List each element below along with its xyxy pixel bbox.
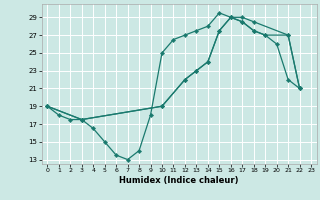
X-axis label: Humidex (Indice chaleur): Humidex (Indice chaleur) xyxy=(119,176,239,185)
